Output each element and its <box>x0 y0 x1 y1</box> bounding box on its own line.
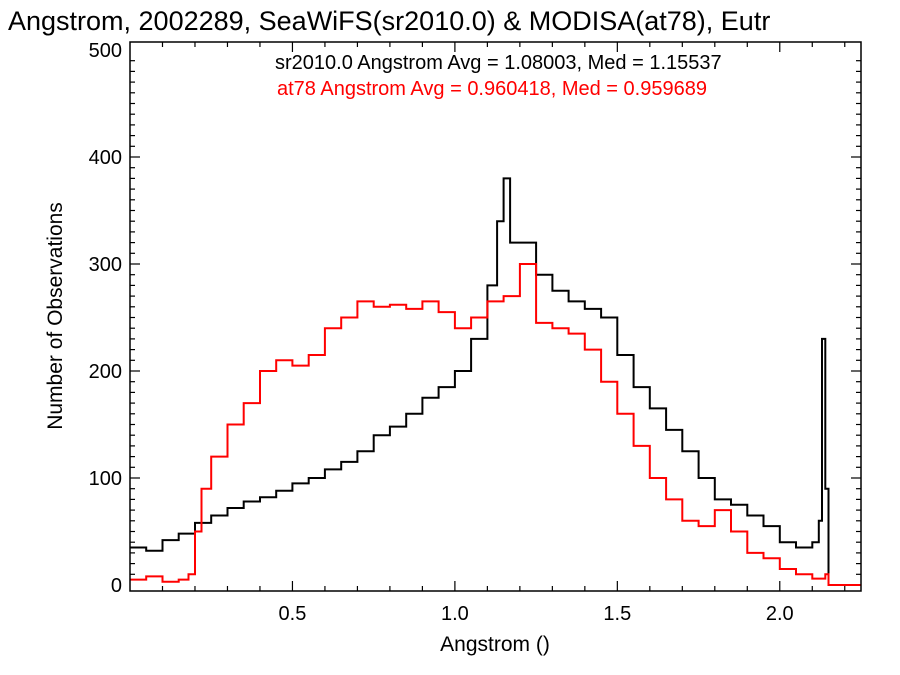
y-tick-label: 100 <box>89 468 122 490</box>
legend-red-annotation: at78 Angstrom Avg = 0.960418, Med = 0.95… <box>277 78 707 100</box>
series-line-0 <box>130 177 861 586</box>
legend-black-annotation: sr2010.0 Angstrom Avg = 1.08003, Med = 1… <box>275 52 722 74</box>
x-tick-label: 1.5 <box>603 603 631 625</box>
plot-frame <box>129 41 862 592</box>
y-axis-label: Number of Observations <box>44 202 67 430</box>
series-layer <box>130 177 861 586</box>
series-line-1 <box>130 263 861 586</box>
y-tick-label: 300 <box>89 254 122 276</box>
x-tick-label: 2.0 <box>766 603 794 625</box>
y-tick-label: 500 <box>89 40 122 62</box>
y-tick-label: 200 <box>89 361 122 383</box>
chart-title: Angstrom, 2002289, SeaWiFS(sr2010.0) & M… <box>8 6 770 36</box>
y-tick-label: 400 <box>89 147 122 169</box>
x-tick-label: 0.5 <box>279 603 307 625</box>
x-tick-label: 1.0 <box>441 603 469 625</box>
y-tick-label: 0 <box>111 575 122 597</box>
x-axis-label: Angstrom () <box>440 633 550 656</box>
ticks-layer: 0.5 1.0 1.5 2.0 0 100 200 300 400 500 <box>89 40 861 625</box>
